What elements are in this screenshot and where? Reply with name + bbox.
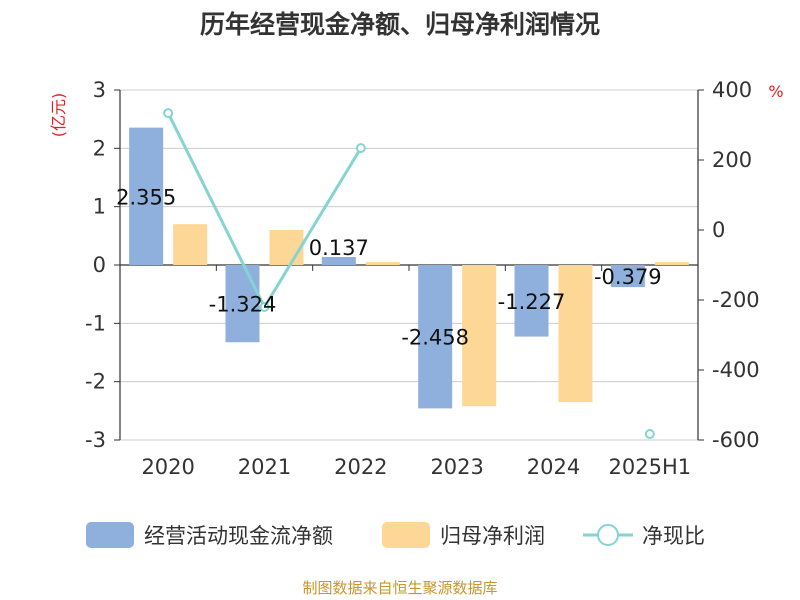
profit-bar [462, 265, 497, 407]
ratio-point [355, 143, 366, 154]
chart-title: 历年经营现金净额、归母净利润情况 [200, 10, 600, 39]
profit-bar [269, 230, 304, 265]
legend-swatch-cashflow [86, 522, 134, 548]
legend-swatch-ratio-marker [597, 524, 619, 546]
data-label: -2.458 [401, 326, 469, 350]
legend-label-cashflow: 经营活动现金流净额 [144, 524, 333, 548]
x-tick-label: 2020 [141, 455, 194, 479]
right-tick-label: -600 [712, 428, 760, 452]
cashflow-bar [129, 127, 164, 265]
ratio-line-segment [166, 112, 363, 311]
right-tick-label: -200 [712, 288, 760, 312]
cashflow-bar [610, 265, 645, 288]
left-tick-label: -2 [85, 370, 106, 394]
source-note: 制图数据来自恒生聚源数据库 [302, 579, 497, 597]
data-label: -1.324 [209, 293, 277, 317]
left-tick-label: 1 [93, 195, 106, 219]
right-tick-label: 400 [712, 78, 752, 102]
data-label: 0.137 [309, 236, 369, 260]
axes: 3 2 1 0 -1 -2 -3 400 200 0 -200 -400 -600 2020 2021 202… [85, 78, 760, 479]
profit-bar [173, 224, 208, 265]
cashflow-bar [514, 265, 549, 337]
left-tick-label: -3 [85, 428, 106, 452]
ratio-point [644, 429, 655, 440]
cashflow-bar [321, 257, 356, 265]
right-tick-label: -400 [712, 358, 760, 382]
ratio-line [163, 108, 655, 440]
legend-swatch-profit [382, 522, 430, 548]
right-tick-label: 200 [712, 148, 752, 172]
left-tick-label: 0 [93, 253, 106, 277]
x-tick-label: 2023 [430, 455, 483, 479]
x-tick-label: 2025H1 [609, 455, 692, 479]
legend: 经营活动现金流净额 归母净利润 净现比 [86, 522, 705, 548]
cashflow-bar [225, 265, 260, 343]
data-label: -1.227 [498, 290, 566, 314]
legend-label-ratio: 净现比 [642, 524, 705, 548]
x-tick-label: 2021 [238, 455, 291, 479]
right-tick-label: 0 [712, 218, 725, 242]
profit-bar [558, 265, 593, 403]
left-tick-label: 2 [93, 136, 106, 160]
left-tick-label: -1 [85, 311, 106, 335]
data-labels: 2.355 -1.324 0.137 -2.458 -1.227 -0.379 [116, 185, 662, 349]
profit-bar [654, 262, 689, 265]
x-tick-label: 2022 [334, 455, 387, 479]
data-label: -0.379 [594, 265, 662, 289]
x-tick-label: 2024 [527, 455, 580, 479]
bars [129, 127, 689, 409]
ratio-point [163, 108, 174, 119]
legend-label-profit: 归母净利润 [440, 524, 545, 548]
profit-bar [365, 262, 400, 265]
left-tick-label: 3 [93, 78, 106, 102]
ratio-point [259, 302, 270, 312]
cashflow-bar [418, 265, 453, 409]
left-axis-unit: (亿元) [49, 93, 68, 138]
right-axis-unit: % [768, 82, 783, 101]
data-label: 2.355 [116, 185, 176, 209]
